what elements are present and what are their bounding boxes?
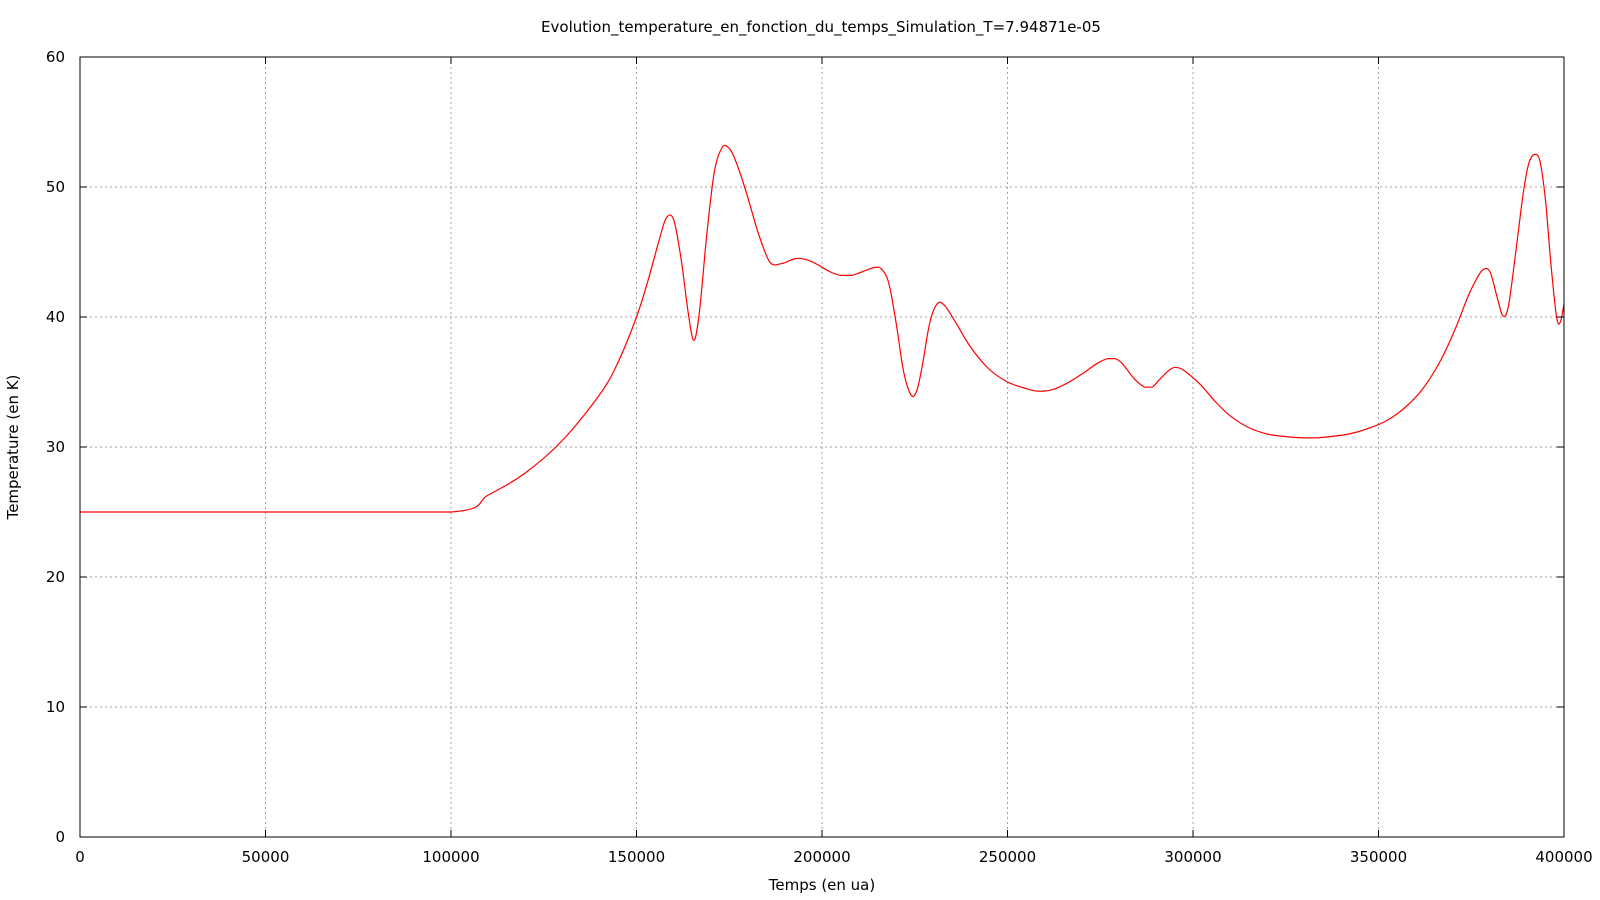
grid <box>80 57 1564 837</box>
x-tick-label: 50000 <box>242 848 290 866</box>
x-tick-label: 350000 <box>1350 848 1407 866</box>
y-tick-label: 50 <box>46 178 65 196</box>
x-tick-label: 100000 <box>422 848 479 866</box>
chart-title: Evolution_temperature_en_fonction_du_tem… <box>541 18 1101 37</box>
temperature-series-line <box>79 144 1565 513</box>
y-axis-label: Temperature (en K) <box>4 375 22 521</box>
y-tick-label: 10 <box>46 698 65 716</box>
x-tick-label: 150000 <box>608 848 665 866</box>
ticks: 0 50000 100000 150000 200000 250000 300000 3500… <box>46 48 1593 866</box>
x-tick-label: 300000 <box>1164 848 1221 866</box>
y-tick-label: 40 <box>46 308 65 326</box>
series-layer <box>79 144 1565 513</box>
x-tick-label: 400000 <box>1535 848 1592 866</box>
x-tick-label: 0 <box>75 848 85 866</box>
y-tick-label: 60 <box>46 48 65 66</box>
x-tick-label: 200000 <box>793 848 850 866</box>
x-tick-label: 250000 <box>979 848 1036 866</box>
y-tick-label: 0 <box>55 828 65 846</box>
y-tick-label: 30 <box>46 438 65 456</box>
x-axis-label: Temps (en ua) <box>768 876 875 894</box>
y-tick-label: 20 <box>46 568 65 586</box>
